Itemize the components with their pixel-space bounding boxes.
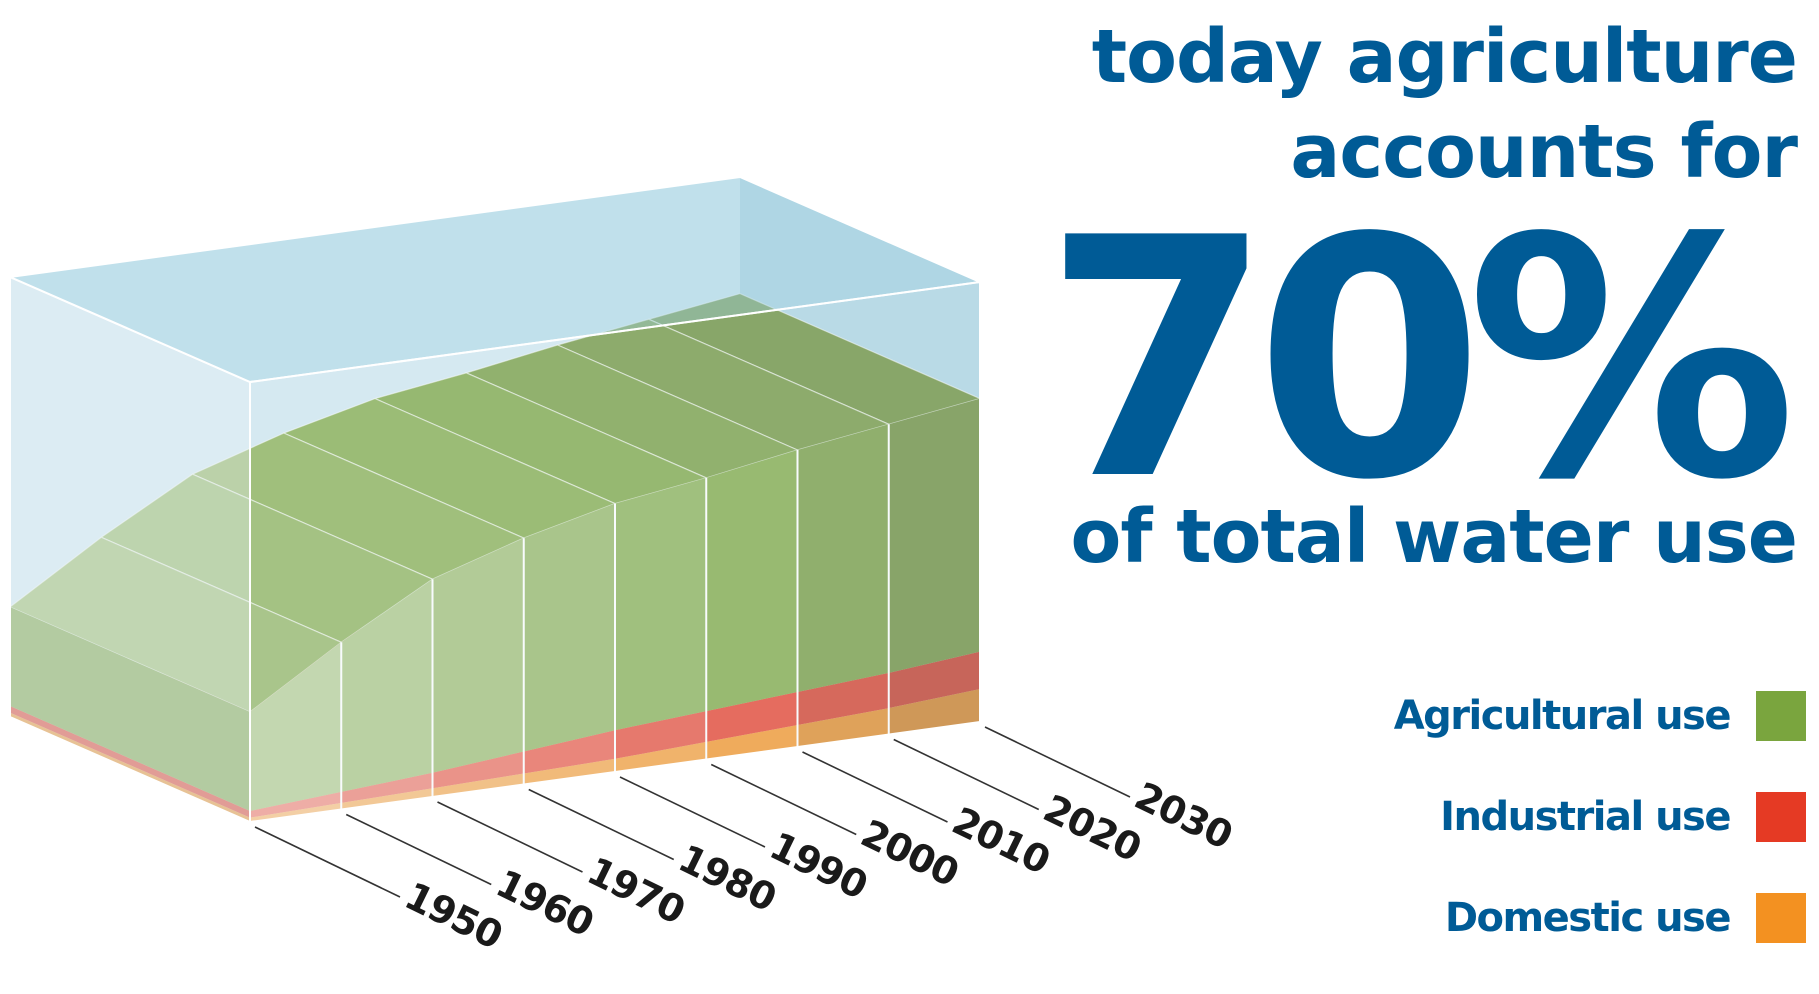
tick-line-1970 (437, 801, 583, 873)
tick-label-1990: 1990 (763, 824, 874, 908)
area-front-2000 (706, 450, 798, 712)
legend-swatch-industrial (1756, 792, 1806, 842)
tick-label-2030: 2030 (1128, 774, 1239, 858)
legend-label-industrial: Industrial use (1440, 794, 1731, 840)
tick-line-2010 (802, 751, 948, 823)
area-front-1950 (250, 791, 342, 818)
headline-line-2: accounts for (1290, 109, 1798, 195)
area-front-1950 (250, 802, 342, 822)
legend-label-agricultural: Agricultural use (1393, 693, 1732, 739)
area-front-2020 (888, 689, 980, 735)
tick-label-1980: 1980 (672, 836, 783, 920)
area-front-2010 (797, 424, 889, 692)
legend-swatch-agricultural (1756, 691, 1806, 741)
tick-line-1960 (345, 813, 492, 886)
tick-label-2020: 2020 (1037, 786, 1148, 870)
area-front-1960 (341, 579, 433, 792)
tick-line-2020 (893, 738, 1040, 811)
tick-label-2000: 2000 (854, 811, 965, 895)
chart-legend: Agricultural use Industrial use Domestic… (1246, 690, 1806, 993)
legend-item-industrial: Industrial use (1246, 791, 1806, 843)
tank-front-glass (249, 280, 981, 824)
tick-line-2030 (984, 726, 1131, 798)
headline-line-1: today agriculture (1091, 14, 1798, 100)
tick-label-1950: 1950 (398, 874, 509, 958)
tick-label-1960: 1960 (489, 861, 600, 945)
tick-line-2000 (710, 763, 857, 836)
tick-label-1970: 1970 (581, 849, 692, 933)
tick-line-1980 (528, 788, 675, 861)
headline-big-percent: 70% (1043, 168, 1797, 552)
legend-label-domestic: Domestic use (1444, 895, 1732, 941)
area-front-1970 (432, 751, 524, 789)
area-front-2000 (706, 725, 798, 760)
area-front-1990 (615, 711, 707, 759)
headline-line-3: of total water use (1070, 494, 1798, 580)
area-front-1990 (615, 741, 707, 772)
area-front-1980 (523, 503, 615, 752)
tick-label-2010: 2010 (946, 799, 1057, 883)
area-front-2020 (888, 398, 980, 673)
area-front-1950 (250, 642, 342, 811)
area-front-1960 (341, 788, 433, 810)
chart-front-wall (6, 175, 984, 824)
area-front-1990 (615, 477, 707, 731)
area-front-2020 (888, 651, 980, 709)
legend-item-domestic: Domestic use (1246, 892, 1806, 944)
area-front-1970 (432, 773, 524, 797)
area-front-1980 (523, 758, 615, 785)
tick-line-1990 (619, 776, 766, 848)
area-front-2010 (797, 672, 889, 725)
area-front-1960 (341, 772, 433, 803)
legend-item-agricultural: Agricultural use (1246, 690, 1806, 742)
area-front-1980 (523, 730, 615, 774)
tick-line-1950 (254, 826, 401, 898)
area-front-2000 (706, 692, 798, 742)
legend-swatch-domestic (1756, 893, 1806, 943)
area-front-1970 (432, 538, 524, 773)
